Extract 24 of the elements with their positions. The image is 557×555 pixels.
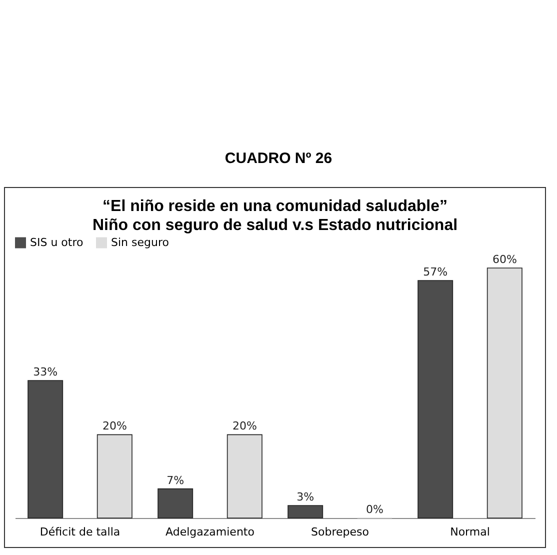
x-tick-label: Déficit de talla (40, 526, 120, 538)
bar (158, 488, 194, 518)
data-label: 7% (166, 474, 184, 487)
x-tick-label: Sobrepeso (311, 526, 370, 538)
data-label: 60% (492, 253, 517, 266)
text: CUADRO Nº 26 (224, 150, 334, 167)
data-label: 57% (423, 266, 448, 278)
bar (418, 280, 454, 518)
data-label: 0% (366, 503, 384, 516)
legend-label: Sin seguro (111, 236, 170, 249)
chart-title: “El niño reside en una comunidad saludable” (102, 198, 448, 215)
chart-subtitle: Niño con seguro de salud v.s Estado nutricional (92, 217, 458, 234)
x-tick-label: Adelgazamiento (166, 526, 255, 538)
x-tick-label: Normal (450, 526, 490, 538)
legend-label: SIS u otro (30, 236, 84, 249)
data-label: 20% (102, 420, 127, 433)
bar (288, 505, 324, 518)
data-label: 20% (232, 420, 257, 433)
bar (226, 434, 262, 518)
bar (28, 380, 64, 518)
bar (96, 434, 132, 518)
data-label: 3% (296, 490, 314, 504)
bar (486, 268, 522, 518)
data-label: 33% (33, 366, 58, 378)
